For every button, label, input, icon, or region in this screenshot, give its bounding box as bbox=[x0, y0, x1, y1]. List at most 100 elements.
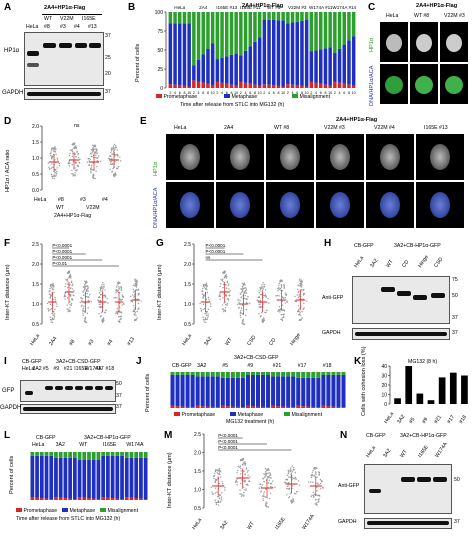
data-point bbox=[92, 162, 94, 164]
metaphase-bar bbox=[220, 57, 224, 83]
misalignment-bar bbox=[323, 12, 328, 49]
data-point bbox=[97, 157, 99, 159]
header: CB-GFP bbox=[366, 433, 386, 439]
data-point bbox=[47, 307, 49, 310]
micrograph bbox=[216, 134, 264, 180]
data-point bbox=[104, 311, 107, 314]
metaphase-bar bbox=[229, 54, 234, 85]
data-point bbox=[287, 481, 290, 484]
y-label: Cells with cohesion loss (%) bbox=[361, 346, 367, 416]
data-point bbox=[240, 309, 242, 312]
misalignment-bar bbox=[243, 12, 248, 51]
misalignment-bar bbox=[230, 372, 235, 378]
y-tick-label: 0 bbox=[160, 86, 163, 92]
data-point bbox=[318, 498, 320, 500]
data-point bbox=[94, 144, 96, 146]
data-point bbox=[116, 290, 118, 292]
data-point bbox=[242, 318, 245, 320]
data-point bbox=[258, 487, 260, 489]
data-point bbox=[71, 284, 74, 287]
row-label: GAPDH bbox=[338, 519, 357, 525]
data-point bbox=[73, 143, 75, 145]
data-point bbox=[259, 290, 261, 292]
data-point bbox=[47, 162, 49, 164]
data-point bbox=[203, 286, 206, 288]
scatter-chart-d: 2.0 1.5 1.0 0.5 0.0 bbox=[32, 124, 122, 194]
data-point bbox=[239, 314, 242, 317]
data-point bbox=[269, 477, 271, 479]
metaphase-bar bbox=[195, 376, 200, 406]
x-tick-label: 4 bbox=[221, 91, 223, 95]
data-point bbox=[266, 472, 268, 475]
data-point bbox=[288, 470, 290, 472]
data-point bbox=[229, 294, 231, 297]
data-point bbox=[314, 468, 316, 470]
col-label: 2A4 bbox=[224, 125, 234, 131]
data-point bbox=[301, 284, 303, 286]
col-label: HeLa bbox=[174, 125, 187, 131]
prometaphase-bar bbox=[342, 83, 346, 88]
data-point bbox=[313, 474, 316, 477]
metaphase-bar bbox=[267, 19, 271, 85]
category-label: #5 bbox=[42, 366, 49, 372]
category-label: WT bbox=[224, 336, 235, 347]
data-point bbox=[58, 162, 61, 165]
data-point bbox=[69, 301, 71, 303]
prometaphase-bar bbox=[261, 406, 266, 408]
data-point bbox=[49, 154, 52, 157]
header: CB-GFP bbox=[354, 243, 374, 249]
data-point bbox=[218, 497, 221, 499]
legend-prometaphase: Prometaphase bbox=[156, 94, 197, 100]
data-point bbox=[70, 280, 73, 283]
data-point bbox=[49, 296, 52, 299]
data-point bbox=[55, 169, 57, 171]
sig-label: P<0.0001 bbox=[52, 255, 72, 260]
prometaphase-bar bbox=[210, 406, 215, 408]
data-point bbox=[92, 144, 94, 146]
metaphase-bar bbox=[347, 40, 351, 85]
group: WT bbox=[56, 205, 65, 211]
misalignment-bar bbox=[272, 12, 276, 20]
misalignment-bar bbox=[337, 12, 342, 49]
category-label: #17 bbox=[95, 366, 104, 372]
data-point bbox=[290, 469, 292, 472]
col: WT #8 bbox=[414, 13, 430, 19]
data-point bbox=[96, 149, 98, 152]
data-point bbox=[297, 296, 300, 299]
data-point bbox=[218, 294, 221, 296]
data-point bbox=[66, 272, 69, 274]
misalignment-bar bbox=[295, 12, 299, 22]
data-point bbox=[81, 299, 83, 302]
data-point bbox=[296, 294, 298, 296]
y-tick-label: 2.0 bbox=[32, 124, 39, 130]
misalignment-bar bbox=[235, 372, 240, 378]
data-point bbox=[247, 474, 249, 476]
data-point bbox=[284, 296, 286, 299]
panel-letter: G bbox=[156, 238, 164, 249]
data-point bbox=[299, 283, 302, 285]
data-point bbox=[220, 500, 222, 502]
data-point bbox=[220, 498, 223, 500]
data-point bbox=[114, 148, 116, 151]
gfp-blot bbox=[352, 276, 450, 324]
metaphase-bar bbox=[96, 459, 101, 500]
data-point bbox=[244, 287, 247, 289]
data-point bbox=[221, 492, 223, 494]
data-point bbox=[242, 464, 244, 466]
data-point bbox=[223, 271, 226, 273]
x-tick-label: 4 bbox=[315, 91, 317, 95]
prometaphase-bar bbox=[182, 85, 187, 88]
prometaphase-bar bbox=[106, 497, 110, 500]
misalignment-bar bbox=[39, 452, 44, 456]
data-point bbox=[137, 302, 140, 305]
misalignment-bar bbox=[301, 372, 306, 378]
panel-h: H CB-GFP 3A2+CB-HP1α-GFP HeLa 3A2 WT CD Hing… bbox=[320, 236, 474, 352]
data-point bbox=[299, 311, 301, 313]
row-label: Anti-GFP bbox=[322, 295, 344, 301]
data-point bbox=[64, 298, 66, 300]
sig-label: P<0.0001 bbox=[206, 243, 226, 248]
y-tick-label: 1.0 bbox=[194, 487, 201, 493]
prometaphase-bar bbox=[225, 83, 229, 88]
bar bbox=[416, 393, 424, 404]
data-point bbox=[217, 495, 220, 498]
